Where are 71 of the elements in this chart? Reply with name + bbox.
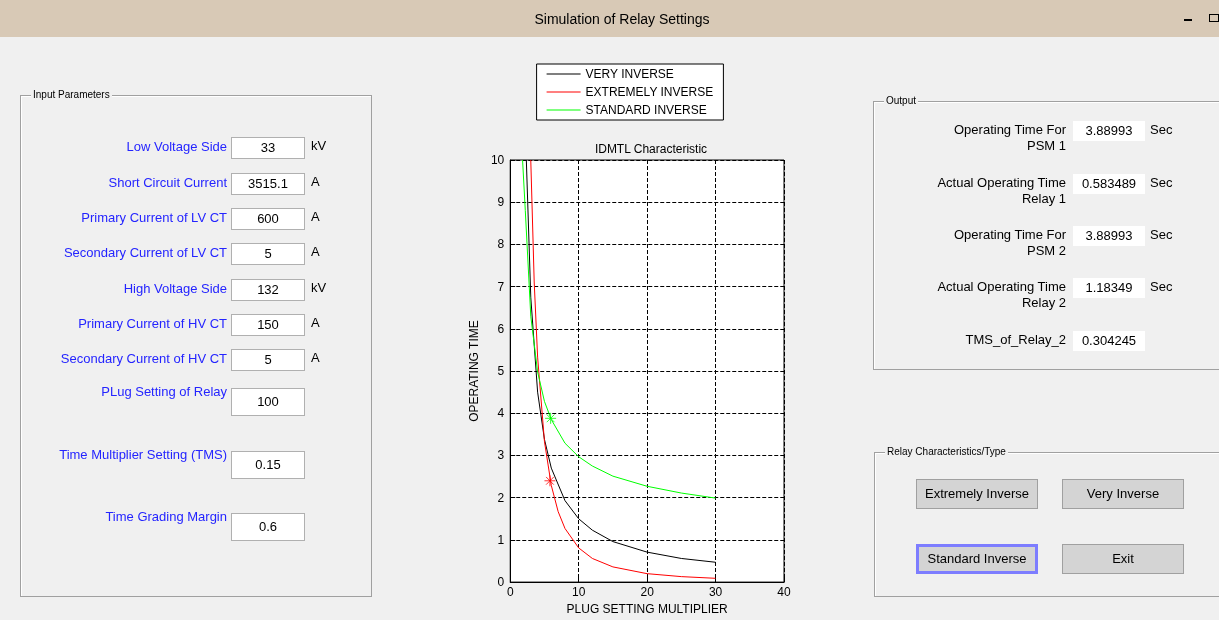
text: 100 [257,394,279,409]
legend-label: VERY INVERSE [585,67,674,81]
text: Very Inverse [1062,479,1184,509]
text: Extremely Inverse [916,479,1038,509]
text: 33 [260,140,276,155]
x-tick-label: 40 [777,585,791,600]
line-series [522,159,717,499]
y-tick-label: 0 [497,575,505,590]
y-tick-label: 4 [497,406,505,421]
text: A [311,209,320,224]
text: A [311,244,320,259]
text: 3.88993 [1085,123,1133,138]
category-label: Time Multiplier Setting (TMS) [59,447,227,462]
text: 132 [257,282,279,297]
text: Sec [1150,227,1173,242]
text: 0.583489 [1081,176,1137,191]
text: 600 [257,211,279,226]
text: A [311,350,320,365]
text: Standard Inverse [916,544,1038,574]
text: 0.6 [258,519,278,534]
text: kV [311,280,327,295]
x-tick-label: 30 [708,585,723,600]
y-tick-label: 3 [497,448,505,463]
text: A [311,174,320,189]
text: 5 [264,246,272,261]
legend-label: STANDARD INVERSE [585,103,707,117]
category-label: Primary Current of LV CT [81,210,227,225]
category-label: Primary Current of HV CT [78,316,227,331]
y-tick-label: 7 [497,279,505,294]
category-label: High Voltage Side [123,281,227,296]
chart-title: IDMTL Characteristic [594,142,708,156]
x-tick-label: 20 [640,585,655,600]
text: A [311,315,320,330]
category-label: Actual Operating Time Relay 1 [936,175,1066,207]
y-axis-title: OPERATING TIME [467,320,481,422]
text: 3515.1 [248,176,288,191]
legend-label: EXTREMELY INVERSE [585,85,714,99]
category-label: Time Grading Margin [105,509,227,524]
text: Relay Characteristics/Type [885,446,1008,458]
text: 0.15 [255,457,281,472]
y-tick-label: 1 [497,532,505,547]
text: kV [311,138,327,153]
text: 150 [257,317,279,332]
y-tick-label: 10 [490,153,505,167]
category-label: Operating Time For PSM 1 [953,122,1066,154]
text: Input Parameters [31,89,112,101]
text: Sec [1150,175,1173,190]
category-label: TMS_of_Relay_2 [964,332,1066,348]
text: Exit [1062,544,1184,574]
text: 3.88993 [1085,228,1133,243]
category-label: Secondary Current of HV CT [60,351,227,366]
category-label: PLug Setting of Relay [101,384,227,399]
category-label: Low Voltage Side [126,139,227,154]
category-label: Short Circuit Current [108,175,227,190]
text: 0.304245 [1081,333,1137,348]
category-label: Actual Operating Time Relay 2 [936,279,1066,311]
y-tick-label: 9 [497,195,505,210]
text: Output [884,95,919,107]
x-axis-title: PLUG SETTING MULTIPLIER [566,602,729,616]
y-tick-label: 6 [497,321,505,336]
text: Simulation of Relay Settings [533,11,711,27]
category-label: Secondary Current of LV CT [63,245,227,260]
x-tick-label: 10 [572,585,586,600]
y-tick-label: 2 [497,490,505,505]
y-tick-label: 8 [497,237,505,252]
text: Sec [1150,279,1173,294]
text: 1.18349 [1085,280,1133,295]
text: Sec [1150,122,1173,137]
category-label: Operating Time For PSM 2 [953,227,1066,259]
text: 5 [264,352,272,367]
y-tick-label: 5 [497,364,505,379]
